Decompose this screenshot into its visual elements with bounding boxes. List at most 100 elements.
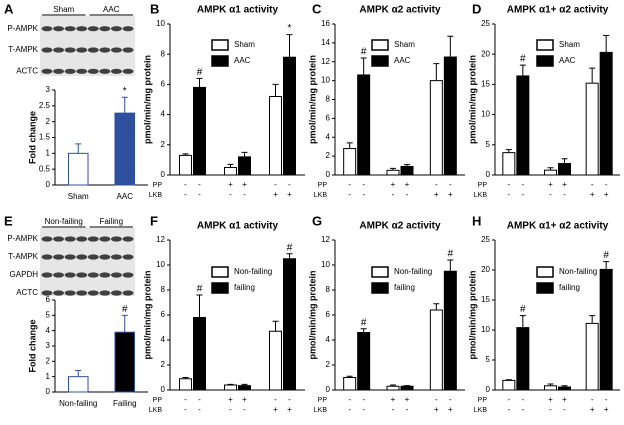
- bar: [400, 166, 414, 176]
- significance-marker: *: [123, 86, 127, 97]
- treatment-label: LKB: [149, 407, 163, 414]
- legend-swatch: [371, 266, 389, 278]
- panel-letter: F: [150, 213, 158, 228]
- error-bar: [447, 35, 454, 58]
- treatment-sign: +: [604, 405, 609, 414]
- y-tick-label: 20: [481, 265, 490, 274]
- treatment-sign: -: [406, 190, 409, 199]
- bar: [585, 322, 599, 391]
- treatment-sign: -: [184, 190, 187, 199]
- legend-label: AAC: [394, 56, 411, 65]
- treatment-label: PP: [153, 182, 163, 189]
- significance-marker: #: [197, 67, 203, 78]
- error-bar: [561, 158, 568, 164]
- error-bar: [182, 153, 189, 156]
- treatment-sign: -: [243, 405, 246, 414]
- treatment-label: LKB: [314, 407, 328, 414]
- legend-label: failing: [394, 283, 415, 292]
- blot-band: [87, 26, 99, 32]
- error-bar: [603, 34, 610, 53]
- error-bar: [182, 377, 189, 379]
- treatment-sign: +: [590, 405, 595, 414]
- treatment-sign: -: [507, 405, 510, 414]
- treatment-sign: -: [184, 405, 187, 414]
- treatment-sign: -: [435, 395, 438, 404]
- legend-label: Non-failing: [394, 267, 432, 276]
- y-tick-label: 2: [46, 356, 51, 365]
- bar: [443, 56, 457, 176]
- significance-marker: #: [603, 250, 609, 261]
- error-bar: [272, 83, 279, 97]
- y-axis-label: pmol/min/mg protein: [467, 55, 477, 144]
- treatment-sign: -: [184, 180, 187, 189]
- treatment-label: PP: [318, 182, 328, 189]
- error-bar: [505, 149, 512, 153]
- legend-swatch: [211, 266, 229, 278]
- treatment-sign: -: [243, 190, 246, 199]
- error-bar: [447, 259, 454, 272]
- error-bar: [286, 253, 293, 259]
- blot-band: [87, 254, 99, 260]
- y-tick-label: 12: [321, 235, 330, 244]
- treatment-sign: +: [604, 190, 609, 199]
- blot-row-label: P-AMPK: [7, 24, 38, 33]
- legend-label: AAC: [234, 56, 251, 65]
- panel-letter: A: [4, 1, 14, 16]
- bar: [238, 385, 251, 391]
- legend-swatch: [211, 39, 229, 51]
- treatment-sign: -: [549, 190, 552, 199]
- blot-group-label: Failing: [99, 217, 123, 226]
- treatment-label: PP: [318, 397, 328, 404]
- bar: [269, 330, 282, 391]
- treatment-sign: -: [392, 405, 395, 414]
- bar: [283, 258, 296, 391]
- treatment-sign: +: [273, 405, 278, 414]
- blot-band: [110, 272, 122, 278]
- y-tick-label: 10: [156, 19, 165, 28]
- legend-label: Non-failing: [234, 267, 272, 276]
- treatment-label: LKB: [474, 407, 488, 414]
- treatment-sign: -: [449, 180, 452, 189]
- y-tick-label: 2: [326, 360, 331, 369]
- y-axis-label: pmol/min/mg protein: [142, 55, 152, 144]
- blot-band: [110, 68, 122, 74]
- blot-band: [122, 26, 134, 32]
- treatment-sign: +: [590, 190, 595, 199]
- treatment-sign: +: [228, 395, 233, 404]
- y-tick-label: 6: [161, 80, 166, 89]
- significance-marker: #: [361, 47, 367, 58]
- chart-title: AMPK α2 activity: [359, 221, 441, 232]
- y-tick-label: 0: [326, 385, 331, 394]
- blot-band: [87, 68, 99, 74]
- bar: [179, 154, 192, 176]
- x-tick-label: Failing: [113, 399, 137, 408]
- bar: [429, 309, 443, 391]
- treatment-sign: -: [198, 180, 201, 189]
- blot-band: [41, 290, 53, 296]
- bar: [114, 331, 136, 393]
- legend-swatch: [536, 55, 554, 67]
- y-tick-label: 10: [481, 325, 490, 334]
- y-tick-label: 0: [46, 387, 51, 396]
- treatment-sign: -: [184, 395, 187, 404]
- treatment-sign: -: [507, 190, 510, 199]
- y-tick-label: 0: [161, 170, 166, 179]
- y-tick-label: 0: [46, 180, 51, 189]
- legend-swatch: [371, 55, 389, 67]
- treatment-sign: -: [362, 405, 365, 414]
- treatment-sign: -: [507, 395, 510, 404]
- error-bar: [75, 143, 82, 154]
- blot-group-label: Sham: [53, 5, 74, 14]
- x-tick-label: Non-failing: [59, 399, 97, 408]
- error-bar: [433, 303, 440, 310]
- y-tick-label: 2: [46, 117, 51, 126]
- bar: [238, 156, 251, 176]
- treatment-label: PP: [478, 182, 488, 189]
- treatment-sign: -: [198, 395, 201, 404]
- bar: [400, 385, 414, 391]
- bar: [516, 75, 530, 176]
- y-axis-label: Fold change: [27, 319, 37, 372]
- treatment-sign: +: [228, 180, 233, 189]
- treatment-sign: -: [198, 405, 201, 414]
- blot-band: [64, 254, 76, 260]
